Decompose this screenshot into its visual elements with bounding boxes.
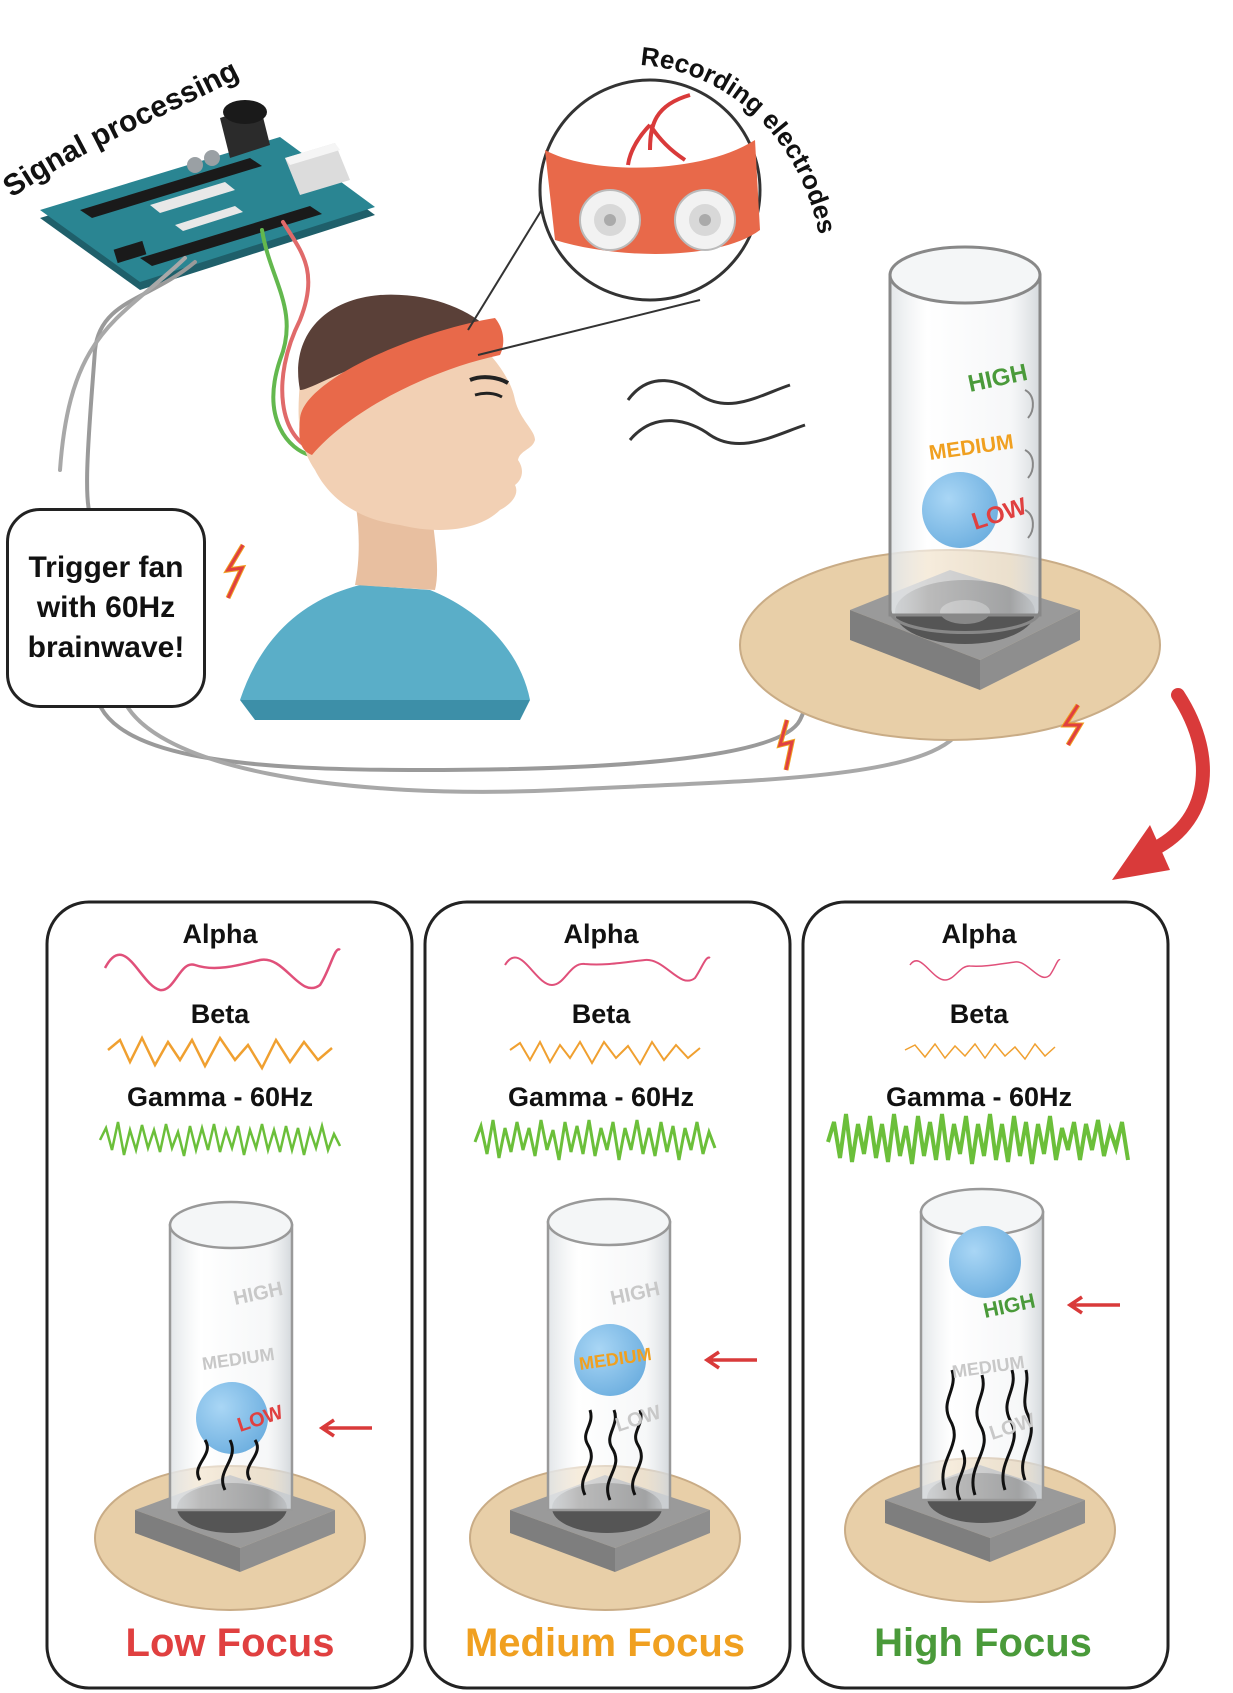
beta-wave [509, 1039, 701, 1066]
beta-wave [107, 1035, 333, 1071]
gamma-wave [473, 1119, 717, 1161]
panel-medium-focus: Alpha Beta Gamma - 60Hz HIGH MEDIUM LOW … [465, 919, 757, 1665]
panel-title: High Focus [874, 1621, 1092, 1665]
gamma-wave [98, 1121, 342, 1157]
panel-low-focus: Alpha Beta Gamma - 60Hz HIGH MEDIUM LOW … [94, 919, 372, 1665]
alpha-wave [504, 956, 711, 987]
gamma-wave [826, 1113, 1130, 1165]
beta-label: Beta [572, 999, 632, 1029]
trigger-line-2: with 60Hz [36, 591, 176, 624]
beta-label: Beta [950, 999, 1010, 1029]
panel-title: Medium Focus [465, 1621, 745, 1665]
lightning-icons [223, 543, 1085, 771]
beta-label: Beta [191, 999, 251, 1029]
trigger-line-1: Trigger fan [28, 551, 184, 584]
gamma-label: Gamma - 60Hz [127, 1082, 313, 1112]
arduino-board [40, 100, 375, 290]
panel-high-focus: Alpha Beta Gamma - 60Hz HIGH MEDIUM LOW … [826, 919, 1130, 1665]
alpha-label: Alpha [941, 919, 1017, 949]
panel-title: Low Focus [126, 1621, 335, 1665]
flow-arrow-icon [1112, 688, 1210, 880]
indicator-arrow-icon [1066, 1295, 1120, 1315]
indicator-arrow-icon [703, 1350, 757, 1370]
beta-wave [904, 1042, 1056, 1061]
trigger-line-3: brainwave! [27, 631, 185, 664]
main-tube-assembly [739, 245, 1161, 741]
alpha-wave [909, 959, 1061, 981]
trigger-fan-callout: Trigger fan with 60Hz brainwave! [6, 508, 206, 708]
indicator-arrow-icon [318, 1418, 372, 1438]
person-head [240, 294, 535, 720]
gamma-label: Gamma - 60Hz [508, 1082, 694, 1112]
alpha-wave [103, 948, 341, 992]
brainwave-lines [626, 379, 806, 445]
electrode-zoom [467, 78, 762, 356]
alpha-label: Alpha [182, 919, 258, 949]
gamma-label: Gamma - 60Hz [886, 1082, 1072, 1112]
alpha-label: Alpha [563, 919, 639, 949]
